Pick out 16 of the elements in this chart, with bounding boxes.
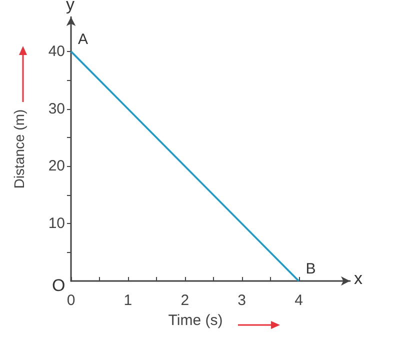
text: x (354, 269, 363, 288)
x-tick-label: 2 (180, 292, 190, 309)
x-tick-label: 1 (124, 292, 132, 309)
text: y (66, 0, 75, 14)
x-tick-label: 3 (238, 292, 246, 309)
annotation: A (78, 30, 88, 48)
y-tick-label: 20 (48, 158, 65, 175)
y-tick-label: 40 (48, 42, 65, 60)
x-tick-label: 4 (294, 292, 303, 309)
annotation: B (306, 260, 316, 278)
x-axis-title: Time (s) (168, 312, 223, 329)
y-axis-title: Distance (m) (11, 109, 27, 189)
y-tick-label: 10 (48, 215, 65, 232)
y-tick-label: 30 (48, 100, 65, 118)
text: O (52, 276, 66, 295)
x-tick-label: 0 (66, 292, 76, 309)
